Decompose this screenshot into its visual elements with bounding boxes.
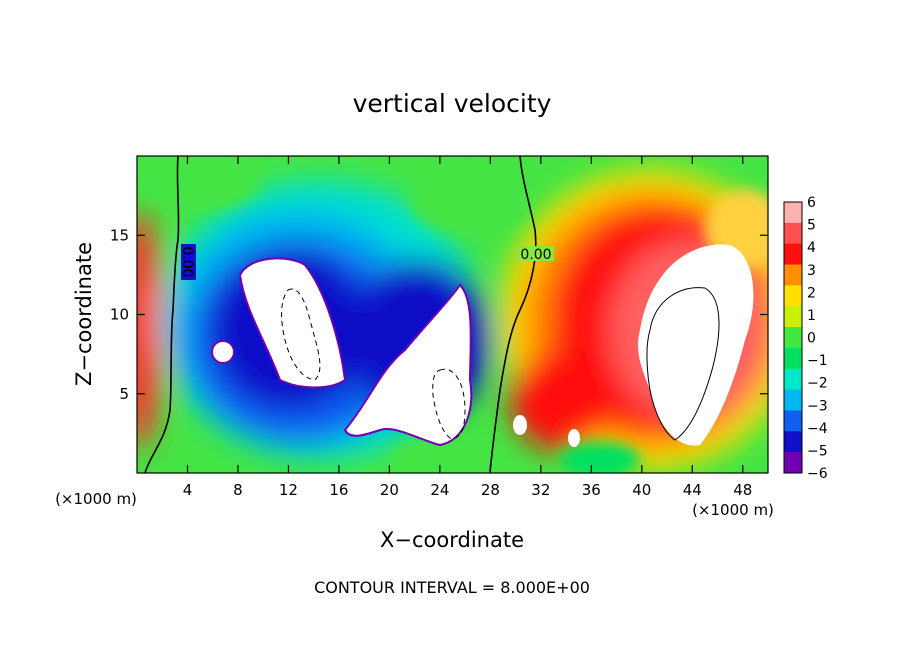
updraft-blob-2 [568,429,580,447]
colorbar-tick-label: 3 [807,263,816,279]
x-tick-label: 24 [430,481,449,499]
colorbar-tick-label: −5 [807,443,828,459]
y-axis-ticks: 5 10 15 [110,226,768,403]
y-axis-label: Z−coordinate [72,242,96,386]
chart-title: vertical velocity [353,89,552,118]
colorbar-tick-label: 1 [807,308,816,324]
solid-contour [646,287,720,441]
x-axis-label: X−coordinate [380,528,524,552]
x-tick-label: 36 [582,481,601,499]
x-unit-left: (×1000 m) [55,490,137,508]
x-tick-label: 40 [632,481,651,499]
colorbar-swatch [784,306,802,328]
colorbar: 6 5 4 3 2 1 0 −1 −2 −3 −4 −5 −6 [783,195,828,482]
colorbar-swatch [784,202,802,224]
colorbar-tick-label: −2 [807,376,828,392]
x-axis-ticks: 4 8 12 16 20 24 28 32 36 40 44 48 [183,156,752,499]
x-tick-label: 16 [329,481,348,499]
y-tick-label: 5 [119,385,129,403]
x-unit-right: (×1000 m) [692,501,774,519]
contour-label-left-text: 0.00 [179,246,195,277]
colorbar-tick-label: −1 [807,353,828,369]
x-tick-label: 28 [481,481,500,499]
contour-label-right: 0.00 [518,246,554,263]
colorbar-swatch [784,285,802,307]
zero-contour-right [489,156,537,473]
plot-area: 0.00 0.00 [137,156,768,473]
x-tick-label: 48 [733,481,752,499]
y-tick-label: 10 [110,306,129,324]
colorbar-swatch [784,222,802,245]
downdraft-blob [211,340,235,364]
x-tick-label: 44 [683,481,702,499]
velocity-field-detail [140,156,768,473]
updraft-blob [513,415,527,435]
dashed-contour [281,288,321,381]
colorbar-tick-label: −4 [807,421,828,437]
colorbar-tick-label: 6 [807,195,816,211]
colorbar-swatch [784,264,802,286]
contour-interval-footer: CONTOUR INTERVAL = 8.000E+00 [314,578,590,597]
colorbar-swatch [784,410,802,432]
contour-label-right-text: 0.00 [520,247,551,263]
colorbar-tick-label: 5 [807,218,816,234]
colorbar-swatch [784,452,802,474]
downdraft-core [238,257,347,389]
downdraft-core-2 [343,283,473,447]
colorbar-swatch [784,347,802,370]
colorbar-tick-label: 2 [807,285,816,301]
colorbar-frame [783,201,803,474]
contour-label-left: 0.00 [179,244,196,280]
x-tick-label: 20 [380,481,399,499]
colorbar-tick-label: 4 [807,240,816,256]
x-tick-label: 4 [183,481,193,499]
colorbar-swatch [784,368,802,391]
y-tick-label: 15 [110,226,129,244]
x-tick-label: 32 [531,481,550,499]
x-tick-label: 12 [279,481,298,499]
colorbar-tick-label: −3 [807,398,828,414]
dashed-contour-2 [432,368,466,439]
colorbar-swatch [784,243,802,266]
colorbar-swatch [784,389,802,411]
colorbar-tick-label: 0 [807,331,816,347]
colorbar-tick-label: −6 [807,466,828,482]
x-tick-label: 8 [233,481,243,499]
colorbar-swatch [784,431,802,453]
zero-contour-left [144,156,180,473]
colorbar-swatch [784,327,802,349]
updraft-core [638,244,754,446]
